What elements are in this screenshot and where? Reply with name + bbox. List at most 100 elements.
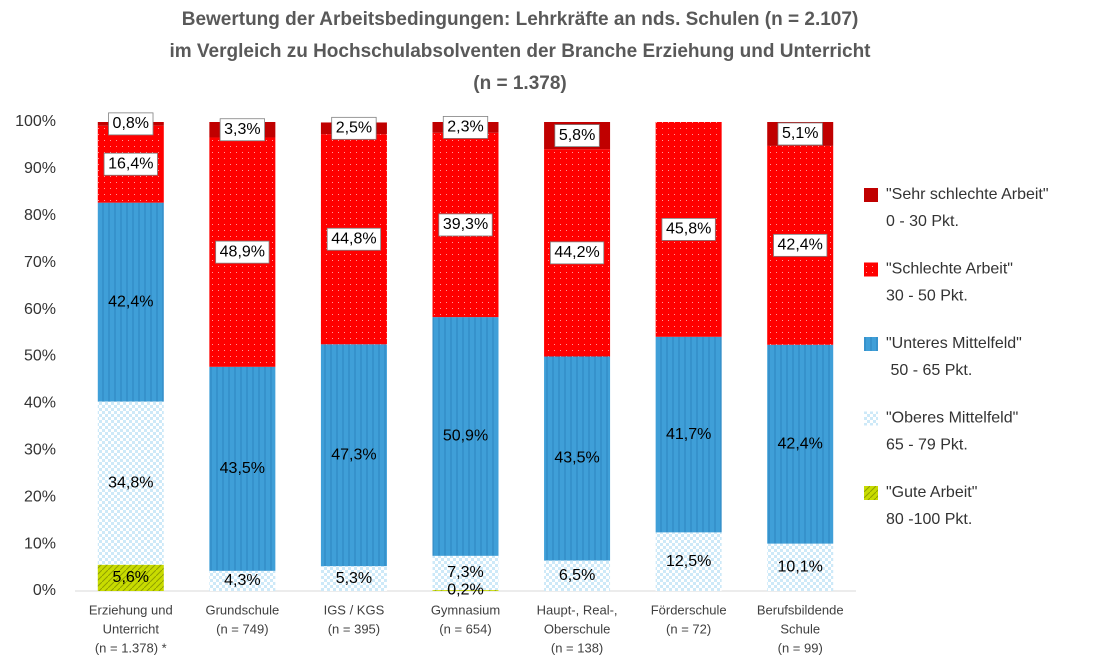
value-label: 5,1%: [782, 125, 818, 142]
legend-swatch: [864, 337, 878, 351]
bar-segment: [209, 366, 276, 571]
x-tick-label: Unterricht: [103, 621, 160, 636]
y-tick-label: 90%: [24, 160, 56, 177]
y-tick-label: 20%: [24, 488, 56, 505]
value-label: 2,3%: [447, 119, 483, 136]
legend-range: 50 - 65 Pkt.: [886, 362, 972, 379]
y-tick-label: 40%: [24, 395, 56, 412]
bar-segment: [655, 532, 722, 591]
x-tick-label: (n = 654): [439, 621, 491, 636]
value-label: 42,4%: [778, 237, 823, 254]
value-label-box: [326, 227, 382, 251]
value-label-box: [108, 112, 154, 136]
value-label: 16,4%: [108, 155, 153, 172]
value-label: 3,3%: [224, 121, 260, 138]
bar-segment: [767, 543, 834, 591]
y-tick-label: 70%: [24, 254, 56, 271]
value-label: 42,4%: [108, 293, 153, 310]
value-label: 41,7%: [666, 426, 711, 443]
legend-swatch: [864, 411, 878, 426]
x-tick-label: Schule: [780, 621, 820, 636]
value-label: 7,3%: [447, 564, 483, 581]
y-tick-label: 10%: [24, 535, 56, 552]
legend-label: "Sehr schlechte Arbeit": [886, 186, 1049, 203]
x-tick-label: (n = 749): [216, 621, 268, 636]
bar-segment: [432, 317, 499, 556]
bar-segment: [655, 336, 722, 533]
legend-swatch: [864, 188, 878, 202]
value-label: 42,4%: [778, 435, 823, 452]
chart-title: Bewertung der Arbeitsbedingungen: Lehrkr…: [182, 9, 859, 30]
value-label: 43,5%: [554, 450, 599, 467]
value-label: 50,9%: [443, 428, 488, 445]
legend-range: 80 -100 Pkt.: [886, 511, 972, 528]
legend-label: "Gute Arbeit": [886, 484, 977, 501]
y-tick-label: 100%: [15, 113, 56, 130]
value-label-box: [554, 124, 600, 148]
value-label: 43,5%: [220, 460, 265, 477]
x-tick-label: Berufsbildende: [757, 602, 844, 617]
x-tick-label: IGS / KGS: [324, 602, 385, 617]
bar-segment: [209, 570, 276, 591]
legend-label: "Unteres Mittelfeld": [886, 335, 1022, 352]
x-tick-label: (n = 72): [666, 621, 711, 636]
value-label-box: [661, 218, 716, 241]
x-tick-label: (n = 395): [328, 621, 380, 636]
value-label-box: [103, 152, 158, 176]
value-label: 39,3%: [443, 216, 488, 233]
legend-range: 30 - 50 Pkt.: [886, 288, 968, 305]
x-tick-label: Gymnasium: [431, 602, 500, 617]
legend-label: "Oberes Mittelfeld": [886, 410, 1018, 427]
legend-range: 65 - 79 Pkt.: [886, 437, 968, 454]
bar-segment: [544, 356, 611, 561]
value-label: 10,1%: [778, 559, 823, 576]
x-tick-label: (n = 99): [778, 640, 823, 655]
value-label: 47,3%: [331, 446, 376, 463]
value-label-box: [331, 116, 377, 140]
x-tick-label: Haupt-, Real-,: [537, 602, 618, 617]
y-tick-label: 80%: [24, 207, 56, 224]
bar-segment: [97, 564, 164, 591]
bar-segment: [320, 566, 387, 591]
bar-segment: [432, 590, 499, 591]
chart-title: im Vergleich zu Hochschulabsolventen der…: [169, 41, 871, 62]
value-label: 5,3%: [336, 570, 372, 587]
value-label: 44,8%: [331, 230, 376, 247]
y-tick-label: 50%: [24, 348, 56, 365]
value-label-box: [219, 118, 265, 142]
legend-label: "Schlechte Arbeit": [886, 261, 1013, 278]
x-tick-label: Erziehung und: [89, 602, 173, 617]
value-label: 0,2%: [447, 582, 483, 599]
bar-segment: [97, 202, 164, 402]
bar-segment: [97, 401, 164, 565]
y-tick-label: 60%: [24, 301, 56, 318]
value-label: 5,8%: [559, 127, 595, 144]
legend-range: 0 - 30 Pkt.: [886, 213, 959, 230]
x-tick-label: (n = 1.378) *: [95, 640, 167, 655]
value-label-box: [438, 213, 493, 237]
legend-swatch: [864, 262, 878, 277]
value-label: 2,5%: [336, 120, 372, 137]
chart-title: (n = 1.378): [473, 73, 566, 94]
x-tick-label: Förderschule: [651, 602, 727, 617]
value-label: 34,8%: [108, 474, 153, 491]
bar-segment: [320, 344, 387, 567]
value-label: 4,3%: [224, 572, 260, 589]
value-label: 45,8%: [666, 221, 711, 238]
value-label: 0,8%: [113, 115, 149, 132]
bar-segment: [544, 560, 611, 591]
value-label: 5,6%: [113, 569, 149, 586]
y-tick-label: 30%: [24, 442, 56, 459]
value-label-box: [215, 240, 270, 264]
x-tick-label: Grundschule: [205, 602, 279, 617]
value-label: 48,9%: [220, 243, 265, 260]
value-label: 12,5%: [666, 553, 711, 570]
value-label-box: [549, 241, 605, 265]
y-tick-label: 0%: [33, 582, 56, 599]
value-label: 44,2%: [554, 244, 599, 261]
value-label-box: [442, 115, 489, 139]
x-tick-label: Oberschule: [544, 621, 610, 636]
value-label: 6,5%: [559, 567, 595, 584]
x-tick-label: (n = 138): [551, 640, 603, 655]
